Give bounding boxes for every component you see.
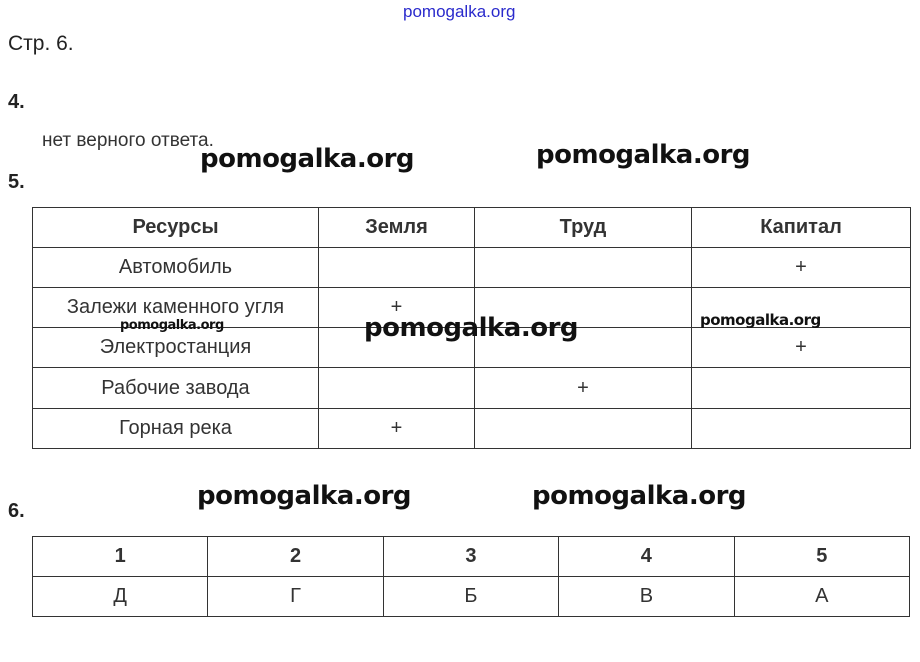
cell [474,287,692,328]
question-6-number: 6. [8,500,25,522]
table-row: Рабочие завода + [32,367,911,409]
header-cell: Капитал [691,207,911,248]
cell: + [318,287,475,328]
table-row: Горная река + [32,408,911,449]
header-cell: 4 [558,536,735,577]
table-header-row: 1 2 3 4 5 [31,536,911,577]
header-cell: 2 [207,536,384,577]
header-cell: Земля [318,207,475,248]
watermark: pomogalka.org [120,318,224,333]
cell: Электростанция [32,327,319,368]
cell: Б [382,576,560,617]
question-4-number: 4. [8,91,25,113]
cell: Г [207,576,384,617]
table-row: Автомобиль + [32,247,911,288]
cell: Рабочие завода [32,367,319,409]
cell [691,367,911,409]
watermark-top: pomogalka.org [403,2,516,21]
cell: Залежи каменного угля [32,287,319,328]
header-cell: Труд [474,207,692,248]
table-header-row: Ресурсы Земля Труд Капитал [32,207,911,248]
header-cell: Ресурсы [32,207,319,248]
page-label: Стр. 6. [8,32,74,55]
cell: Горная река [32,408,319,449]
cell [691,408,911,449]
watermark: pomogalka.org [364,313,579,343]
table-row: Электростанция + [32,327,911,368]
cell: В [558,576,735,617]
cell [318,367,475,409]
header-cell: 5 [733,536,911,577]
cell: + [691,247,911,288]
cell: + [691,327,911,368]
cell: + [474,367,692,409]
header-cell: 3 [382,536,560,577]
cell: А [733,576,911,617]
cell: + [318,408,475,449]
table-row: Залежи каменного угля + [32,287,911,328]
cell [318,247,475,288]
resources-table: Ресурсы Земля Труд Капитал Автомобиль + З… [32,207,911,449]
cell [474,408,692,449]
cell [474,247,692,288]
matching-table: 1 2 3 4 5 Д Г Б В А [31,536,911,617]
watermark: pomogalka.org [536,140,751,170]
watermark: pomogalka.org [200,144,415,174]
table-row: Д Г Б В А [31,576,911,617]
watermark: pomogalka.org [197,481,412,511]
question-5-number: 5. [8,171,25,193]
cell: Д [31,576,209,617]
question-4-answer: нет верного ответа. [42,130,214,151]
header-cell: 1 [31,536,209,577]
watermark: pomogalka.org [532,481,747,511]
cell: Автомобиль [32,247,319,288]
cell [318,327,475,368]
cell [474,327,692,368]
watermark: pomogalka.org [700,311,821,329]
